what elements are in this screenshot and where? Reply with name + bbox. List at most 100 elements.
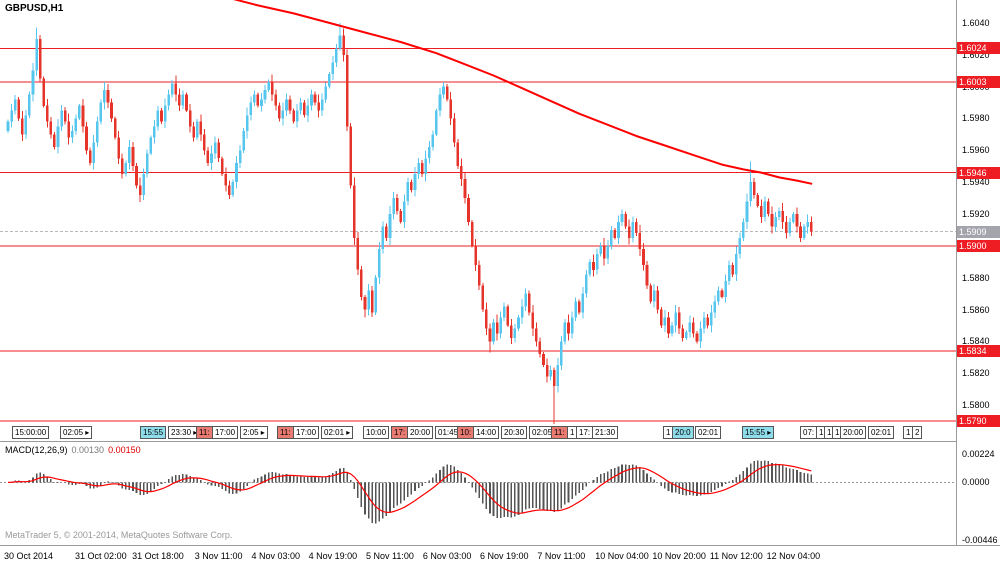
candle-body <box>238 150 242 163</box>
time-tag[interactable]: 2:05 ▸ <box>240 426 268 439</box>
candle-body <box>649 285 652 302</box>
candle-body <box>699 328 702 342</box>
time-tag[interactable]: 11: <box>551 426 568 439</box>
candle-body <box>56 126 60 148</box>
candle <box>228 180 231 199</box>
moving-average-line[interactable] <box>215 0 813 185</box>
panel-separator[interactable] <box>0 441 1000 442</box>
time-tag[interactable]: 20:30 <box>501 426 528 439</box>
candle-body <box>399 210 402 222</box>
candle-body <box>285 99 288 111</box>
bid-price-label[interactable]: 1.5909 <box>957 225 1000 238</box>
candle <box>702 312 706 334</box>
candle <box>145 149 149 178</box>
candle-body <box>520 306 524 318</box>
time-tag[interactable]: 10:00 <box>363 426 390 439</box>
time-tag[interactable]: 02:01 <box>868 426 895 439</box>
hline-price-label[interactable]: 1.5834 <box>957 344 1000 357</box>
time-tag[interactable]: 17:00 <box>212 426 239 439</box>
hlines-layer[interactable] <box>0 47 956 422</box>
hline-price-label[interactable]: 1.5790 <box>957 414 1000 427</box>
candle <box>388 206 392 245</box>
candle <box>78 103 81 121</box>
time-tag[interactable]: 15:55 <box>140 426 167 439</box>
candle-body <box>81 105 85 127</box>
candle <box>645 261 649 290</box>
time-tag[interactable]: 20:0 <box>672 426 694 439</box>
price-scale[interactable]: 1.60401.60201.60001.59801.59601.59401.59… <box>956 0 1000 545</box>
time-tag[interactable]: 17: <box>391 426 409 439</box>
candle-body <box>395 198 399 211</box>
candle-body <box>388 214 392 238</box>
hline-price-label[interactable]: 1.6003 <box>957 75 1000 88</box>
candle-body <box>549 370 552 377</box>
time-tag[interactable]: 02:05 ▸ <box>60 426 93 439</box>
candle <box>592 254 595 277</box>
candle-body <box>702 317 706 329</box>
candle-body <box>360 269 363 297</box>
hline-price-label[interactable]: 1.5900 <box>957 239 1000 252</box>
time-tag[interactable]: 17: <box>576 426 594 439</box>
time-tag[interactable]: 07: <box>800 426 818 439</box>
time-tag-strip: 15:00:00 02:05 ▸ 15:55 23:30 ▸ 11: 17:00 2:05 … <box>0 424 956 441</box>
candle-body <box>60 110 63 127</box>
time-tag[interactable]: 20:00 <box>840 426 867 439</box>
candle <box>492 319 495 345</box>
candle <box>585 269 588 298</box>
candle-body <box>70 131 74 138</box>
time-tag[interactable]: 11: <box>196 426 213 439</box>
candle-body <box>495 322 499 334</box>
panel-separator-2[interactable] <box>0 545 1000 546</box>
candle <box>552 367 556 424</box>
candle <box>203 129 206 155</box>
hline-price-label[interactable]: 1.5946 <box>957 166 1000 179</box>
time-tag[interactable]: 15:55 ▸ <box>742 426 775 439</box>
candle-body <box>513 328 517 339</box>
time-tag[interactable]: 21:30 <box>592 426 619 439</box>
candle <box>317 94 320 118</box>
time-tag[interactable]: 2 <box>912 426 923 439</box>
candle-body <box>278 105 281 119</box>
candle-body <box>49 121 53 135</box>
time-tag[interactable]: 02:01 <box>695 426 722 439</box>
candle-body <box>438 94 442 111</box>
candle-body <box>663 317 667 326</box>
price-tick-label: 1.5980 <box>962 113 990 124</box>
candle <box>752 178 756 199</box>
candle <box>713 295 717 318</box>
time-tag[interactable]: 14:00 <box>473 426 500 439</box>
candle <box>670 322 674 337</box>
time-scale[interactable]: 30 Oct 2014 31 Oct 02:00 31 Oct 18:00 3 Nov… <box>0 546 1000 567</box>
candle <box>320 93 324 116</box>
candle <box>295 103 299 128</box>
price-tick-label: 1.5960 <box>962 145 990 156</box>
time-tag[interactable]: 15:00:00 <box>12 426 50 439</box>
candle-body <box>445 86 449 100</box>
candle-body <box>352 185 356 238</box>
candle <box>631 216 635 243</box>
hline-price-label[interactable]: 1.6024 <box>957 42 1000 55</box>
candle-body <box>424 158 427 175</box>
time-tag[interactable]: 02:01 ▸ <box>321 426 354 439</box>
time-tag[interactable]: 01:45 <box>435 426 462 439</box>
macd-indicator-chart[interactable] <box>0 442 956 545</box>
time-tag[interactable]: 17:00 <box>293 426 320 439</box>
candle <box>463 173 467 204</box>
candle <box>581 287 585 319</box>
candle-body <box>759 206 763 218</box>
candle <box>363 294 367 318</box>
time-tag[interactable]: 20:00 <box>407 426 434 439</box>
price-tick-label: 1.5920 <box>962 208 990 219</box>
candle <box>570 311 574 339</box>
candle-body <box>213 142 217 154</box>
candle-body <box>799 226 802 238</box>
candle-body <box>317 102 320 111</box>
candle-body <box>645 264 649 286</box>
time-tag[interactable]: 11: <box>277 426 294 439</box>
candle-body <box>231 182 235 195</box>
time-tag[interactable]: 10: <box>457 426 475 439</box>
candle-body <box>627 226 631 238</box>
candlestick-chart[interactable] <box>0 0 956 424</box>
candle-body <box>78 105 81 119</box>
candle <box>413 166 417 197</box>
